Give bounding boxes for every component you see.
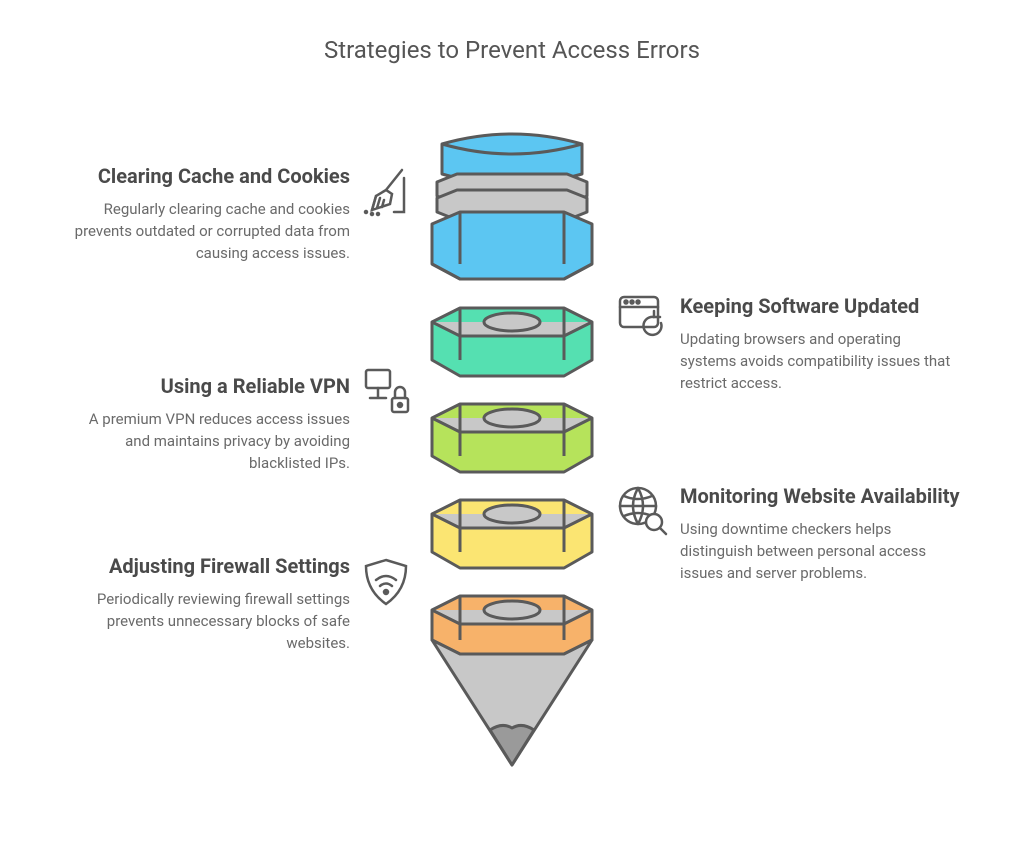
item-title: Adjusting Firewall Settings: [70, 554, 350, 579]
globe-search-icon: [614, 482, 670, 538]
browser-refresh-icon: [614, 289, 670, 345]
item-cache: Clearing Cache and Cookies Regularly cle…: [70, 164, 350, 264]
item-title: Clearing Cache and Cookies: [70, 164, 350, 189]
item-body: Periodically reviewing firewall settings…: [70, 589, 350, 654]
item-body: Regularly clearing cache and cookies pre…: [70, 199, 350, 264]
item-monitoring: Monitoring Website Availability Using do…: [680, 484, 960, 584]
item-software: Keeping Software Updated Updating browse…: [680, 294, 960, 394]
item-firewall: Adjusting Firewall Settings Periodically…: [70, 554, 350, 654]
item-body: A premium VPN reduces access issues and …: [70, 409, 350, 474]
infographic-canvas: Clearing Cache and Cookies Regularly cle…: [0, 64, 1024, 844]
broom-icon: [358, 164, 414, 220]
item-title: Keeping Software Updated: [680, 294, 960, 319]
item-body: Using downtime checkers helps distinguis…: [680, 519, 960, 584]
item-body: Updating browsers and operating systems …: [680, 329, 960, 394]
item-vpn: Using a Reliable VPN A premium VPN reduc…: [70, 374, 350, 474]
page-title: Strategies to Prevent Access Errors: [0, 0, 1024, 64]
vpn-lock-icon: [358, 364, 414, 420]
item-title: Monitoring Website Availability: [680, 484, 960, 509]
shield-wifi-icon: [358, 554, 414, 610]
item-title: Using a Reliable VPN: [70, 374, 350, 399]
pencil-stack: [412, 104, 612, 804]
